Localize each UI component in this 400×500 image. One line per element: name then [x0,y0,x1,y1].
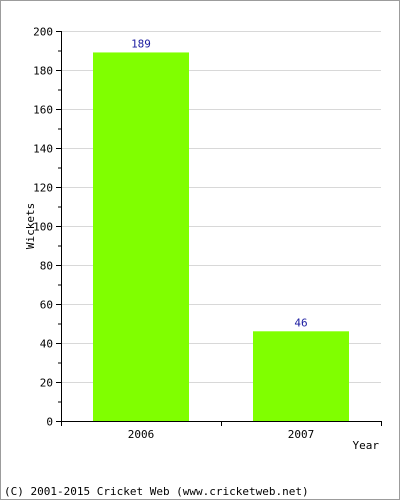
bars [93,52,349,421]
copyright-footer: (C) 2001-2015 Cricket Web (www.cricketwe… [4,485,309,498]
y-tick-label: 40 [40,338,53,351]
y-tick-label: 120 [33,182,53,195]
bar-value-label: 189 [131,37,151,50]
y-tick-label: 20 [40,377,53,390]
y-tick-label: 60 [40,299,53,312]
y-tick-label: 180 [33,65,53,78]
y-tick-label: 100 [33,221,53,234]
bar-value-label: 46 [294,316,307,329]
x-tick-label: 2006 [128,428,155,441]
y-axis-title: Wickets [24,203,37,249]
y-tick-label: 160 [33,104,53,117]
y-ticks: 0 20 40 60 80 100 120 140 160 180 200 [33,26,61,429]
y-tick-label: 140 [33,143,53,156]
x-tick-label: 2007 [288,428,315,441]
y-tick-label: 0 [46,416,53,429]
x-axis-title: Year [353,439,380,452]
bar [253,331,349,421]
y-tick-label: 80 [40,260,53,273]
data-labels: 189 46 [131,37,308,329]
bar [93,52,189,421]
y-tick-label: 200 [33,26,53,39]
x-ticks: 2006 2007 [61,421,382,441]
